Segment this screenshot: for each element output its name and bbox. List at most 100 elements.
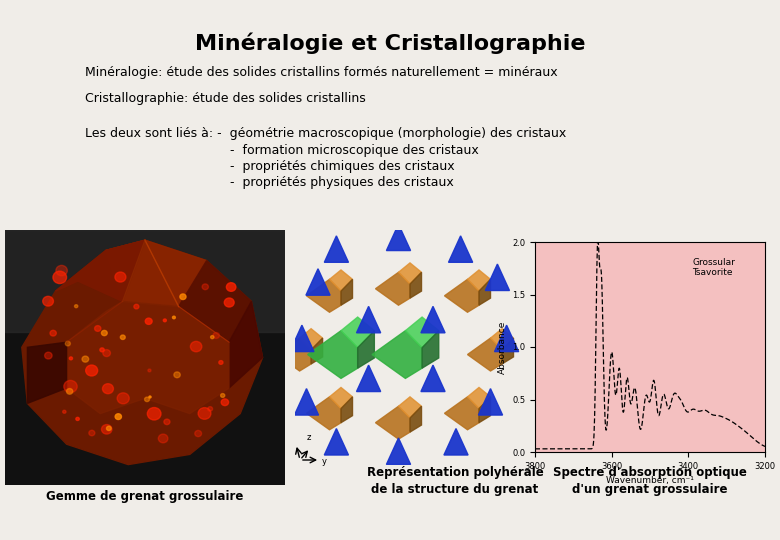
Polygon shape (386, 438, 410, 464)
Circle shape (53, 271, 66, 284)
Polygon shape (386, 224, 410, 251)
Polygon shape (422, 330, 438, 368)
Polygon shape (356, 365, 381, 392)
Text: Grossular
Tsavorite: Grossular Tsavorite (692, 258, 735, 277)
Polygon shape (290, 325, 314, 352)
Text: -  formation microscopique des cristaux: - formation microscopique des cristaux (230, 144, 479, 157)
Polygon shape (27, 342, 66, 403)
Circle shape (190, 341, 202, 352)
Polygon shape (445, 397, 479, 430)
Circle shape (149, 396, 151, 398)
Circle shape (76, 417, 80, 421)
Polygon shape (324, 429, 349, 455)
Bar (5, 230, 285, 332)
Text: Gemme de grenat grossulaire: Gemme de grenat grossulaire (46, 490, 243, 503)
Circle shape (101, 330, 107, 336)
Polygon shape (300, 329, 323, 350)
Circle shape (225, 298, 234, 307)
Circle shape (103, 349, 111, 356)
Polygon shape (491, 329, 513, 350)
Polygon shape (341, 397, 353, 423)
Circle shape (134, 305, 139, 309)
Polygon shape (106, 240, 207, 307)
Text: -  propriétés physiques des cristaux: - propriétés physiques des cristaux (230, 176, 454, 189)
Text: y: y (322, 456, 327, 465)
Circle shape (164, 419, 170, 424)
Polygon shape (445, 279, 479, 312)
Circle shape (222, 399, 229, 406)
Polygon shape (341, 279, 353, 305)
Circle shape (102, 384, 113, 394)
Polygon shape (410, 272, 421, 298)
Text: -  propriétés chimiques des cristaux: - propriétés chimiques des cristaux (230, 160, 455, 173)
Polygon shape (341, 317, 374, 348)
Polygon shape (324, 236, 349, 262)
Polygon shape (467, 388, 491, 409)
Circle shape (100, 348, 105, 352)
Circle shape (89, 430, 95, 436)
Polygon shape (448, 236, 473, 262)
Polygon shape (66, 301, 229, 414)
Polygon shape (478, 389, 502, 415)
Circle shape (226, 283, 236, 292)
Polygon shape (406, 317, 438, 348)
Polygon shape (307, 279, 341, 312)
Circle shape (174, 372, 180, 378)
Circle shape (211, 335, 214, 339)
Polygon shape (179, 261, 251, 342)
Circle shape (147, 408, 161, 420)
Polygon shape (421, 365, 445, 392)
Polygon shape (311, 338, 323, 364)
Circle shape (66, 388, 73, 394)
Polygon shape (55, 240, 145, 301)
Circle shape (195, 430, 201, 437)
Polygon shape (502, 338, 513, 364)
Circle shape (145, 318, 152, 325)
Circle shape (86, 365, 98, 376)
Text: Spectre d'absorption optique
d'un grenat grossulaire: Spectre d'absorption optique d'un grenat… (553, 466, 747, 496)
Polygon shape (410, 406, 421, 432)
Circle shape (163, 319, 166, 322)
Circle shape (158, 434, 168, 443)
Circle shape (213, 333, 219, 339)
Polygon shape (294, 389, 318, 415)
Circle shape (202, 284, 208, 289)
Polygon shape (375, 272, 410, 305)
Circle shape (115, 414, 122, 420)
Circle shape (44, 352, 52, 359)
Circle shape (144, 397, 150, 402)
Polygon shape (358, 330, 374, 368)
Circle shape (148, 369, 151, 372)
Polygon shape (399, 263, 421, 284)
Circle shape (172, 316, 176, 319)
Circle shape (62, 410, 66, 413)
Circle shape (94, 326, 101, 332)
Polygon shape (421, 306, 445, 333)
Text: z: z (307, 433, 311, 442)
Circle shape (69, 357, 73, 360)
Circle shape (66, 341, 70, 346)
Polygon shape (306, 269, 330, 295)
Polygon shape (479, 397, 491, 423)
Polygon shape (467, 270, 491, 291)
Circle shape (198, 408, 211, 419)
Polygon shape (495, 325, 519, 352)
X-axis label: Wavenumber, cm⁻¹: Wavenumber, cm⁻¹ (606, 476, 694, 485)
Y-axis label: Absorbance: Absorbance (498, 320, 506, 374)
Text: Minéralogie: étude des solides cristallins formés naturellement = minéraux: Minéralogie: étude des solides cristalli… (85, 66, 558, 79)
Polygon shape (444, 429, 468, 455)
Circle shape (219, 361, 223, 365)
Polygon shape (307, 397, 341, 430)
Circle shape (101, 424, 112, 434)
Circle shape (221, 394, 225, 397)
Polygon shape (22, 240, 263, 464)
Polygon shape (329, 388, 353, 409)
Circle shape (180, 294, 186, 300)
Polygon shape (372, 330, 422, 379)
Circle shape (75, 305, 78, 308)
Text: Cristallographie: étude des solides cristallins: Cristallographie: étude des solides cris… (85, 92, 366, 105)
Circle shape (107, 426, 112, 430)
Circle shape (117, 393, 129, 404)
Polygon shape (229, 301, 263, 388)
Polygon shape (307, 330, 358, 379)
